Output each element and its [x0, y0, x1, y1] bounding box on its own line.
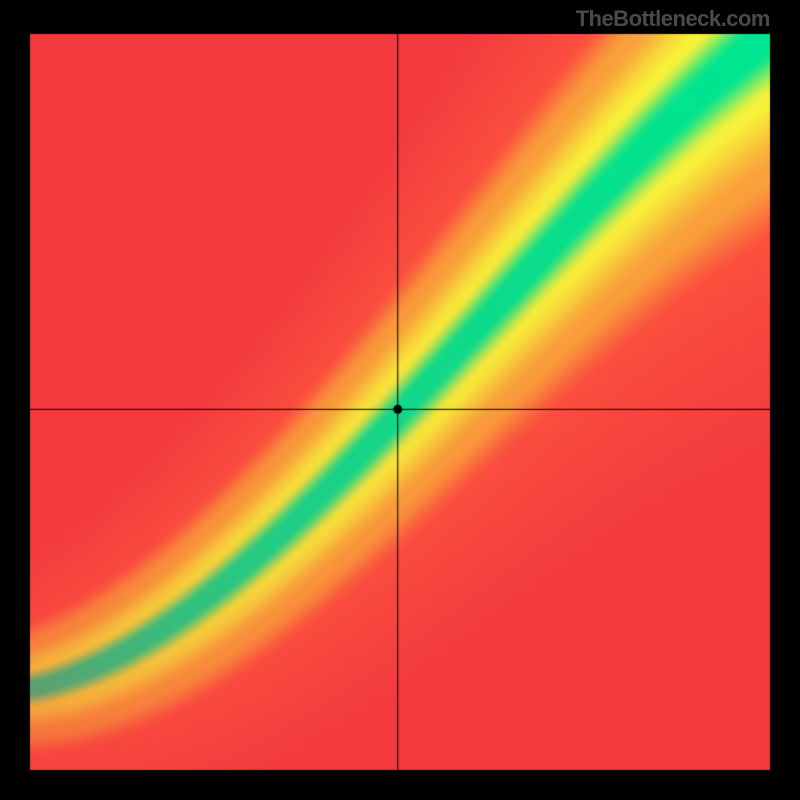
chart-container: TheBottleneck.com	[0, 0, 800, 800]
watermark-text: TheBottleneck.com	[576, 6, 770, 32]
bottleneck-heatmap	[0, 0, 800, 800]
